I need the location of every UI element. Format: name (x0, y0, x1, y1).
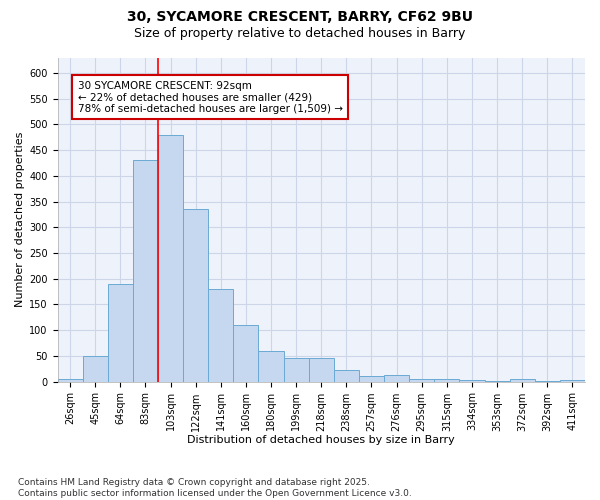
Bar (233, 325, 259, 382)
Y-axis label: Number of detached properties: Number of detached properties (15, 132, 25, 307)
Bar (133, 160, 158, 382)
Bar (535, 380, 560, 382)
Bar (208, 289, 233, 382)
Bar (485, 380, 509, 382)
Bar (434, 379, 460, 382)
Bar (509, 379, 535, 382)
Bar (158, 134, 183, 382)
Bar (58, 379, 83, 382)
Text: 30, SYCAMORE CRESCENT, BARRY, CF62 9BU: 30, SYCAMORE CRESCENT, BARRY, CF62 9BU (127, 10, 473, 24)
Bar (308, 358, 334, 382)
Bar (83, 356, 108, 382)
Bar (334, 370, 359, 382)
Bar (560, 380, 585, 382)
Bar (460, 380, 485, 382)
Text: Size of property relative to detached houses in Barry: Size of property relative to detached ho… (134, 28, 466, 40)
Bar (284, 358, 308, 382)
Bar (384, 376, 409, 382)
Text: 30 SYCAMORE CRESCENT: 92sqm
← 22% of detached houses are smaller (429)
78% of se: 30 SYCAMORE CRESCENT: 92sqm ← 22% of det… (77, 80, 343, 114)
Bar (359, 376, 384, 382)
Text: Contains HM Land Registry data © Crown copyright and database right 2025.
Contai: Contains HM Land Registry data © Crown c… (18, 478, 412, 498)
X-axis label: Distribution of detached houses by size in Barry: Distribution of detached houses by size … (187, 435, 455, 445)
Bar (259, 350, 284, 382)
Bar (183, 210, 208, 382)
Bar (409, 378, 434, 382)
Bar (108, 284, 133, 382)
